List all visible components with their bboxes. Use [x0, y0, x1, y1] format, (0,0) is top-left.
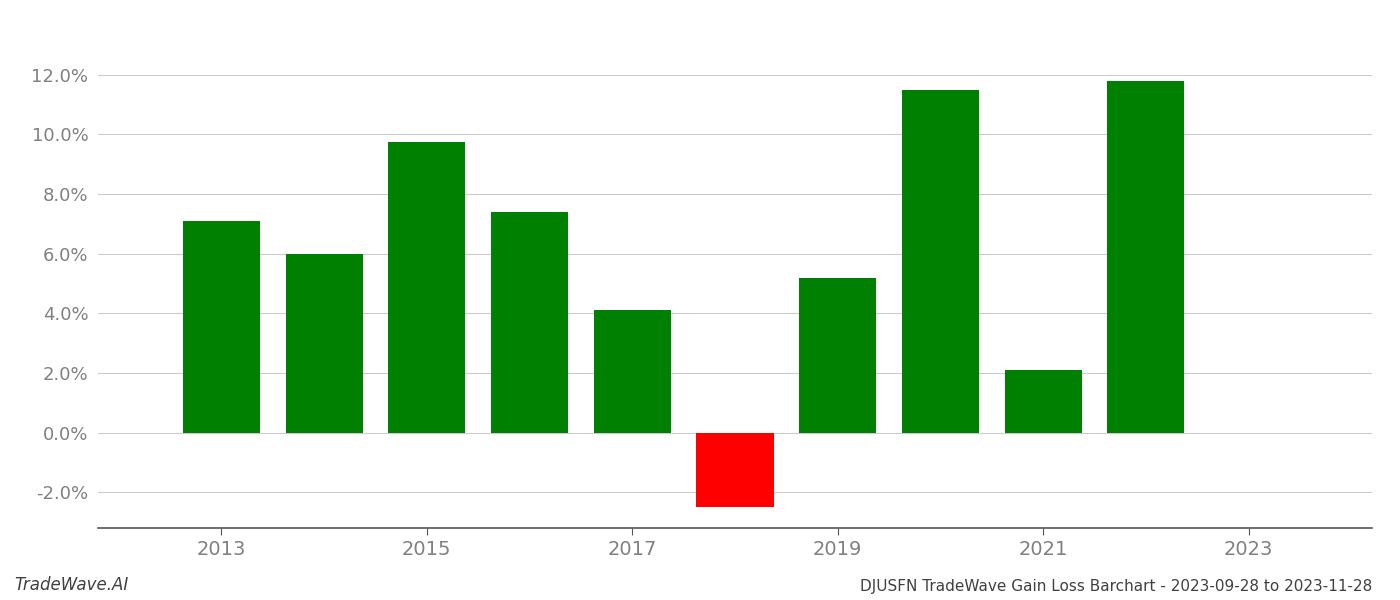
Bar	[491, 212, 568, 433]
Bar	[1107, 80, 1184, 433]
Bar	[594, 310, 671, 433]
Bar	[388, 142, 465, 433]
Bar	[183, 221, 260, 433]
Text: TradeWave.AI: TradeWave.AI	[14, 576, 129, 594]
Bar	[1005, 370, 1082, 433]
Text: DJUSFN TradeWave Gain Loss Barchart - 2023-09-28 to 2023-11-28: DJUSFN TradeWave Gain Loss Barchart - 20…	[860, 579, 1372, 594]
Bar	[696, 433, 774, 507]
Bar	[799, 278, 876, 433]
Bar	[902, 89, 979, 433]
Bar	[286, 254, 363, 433]
